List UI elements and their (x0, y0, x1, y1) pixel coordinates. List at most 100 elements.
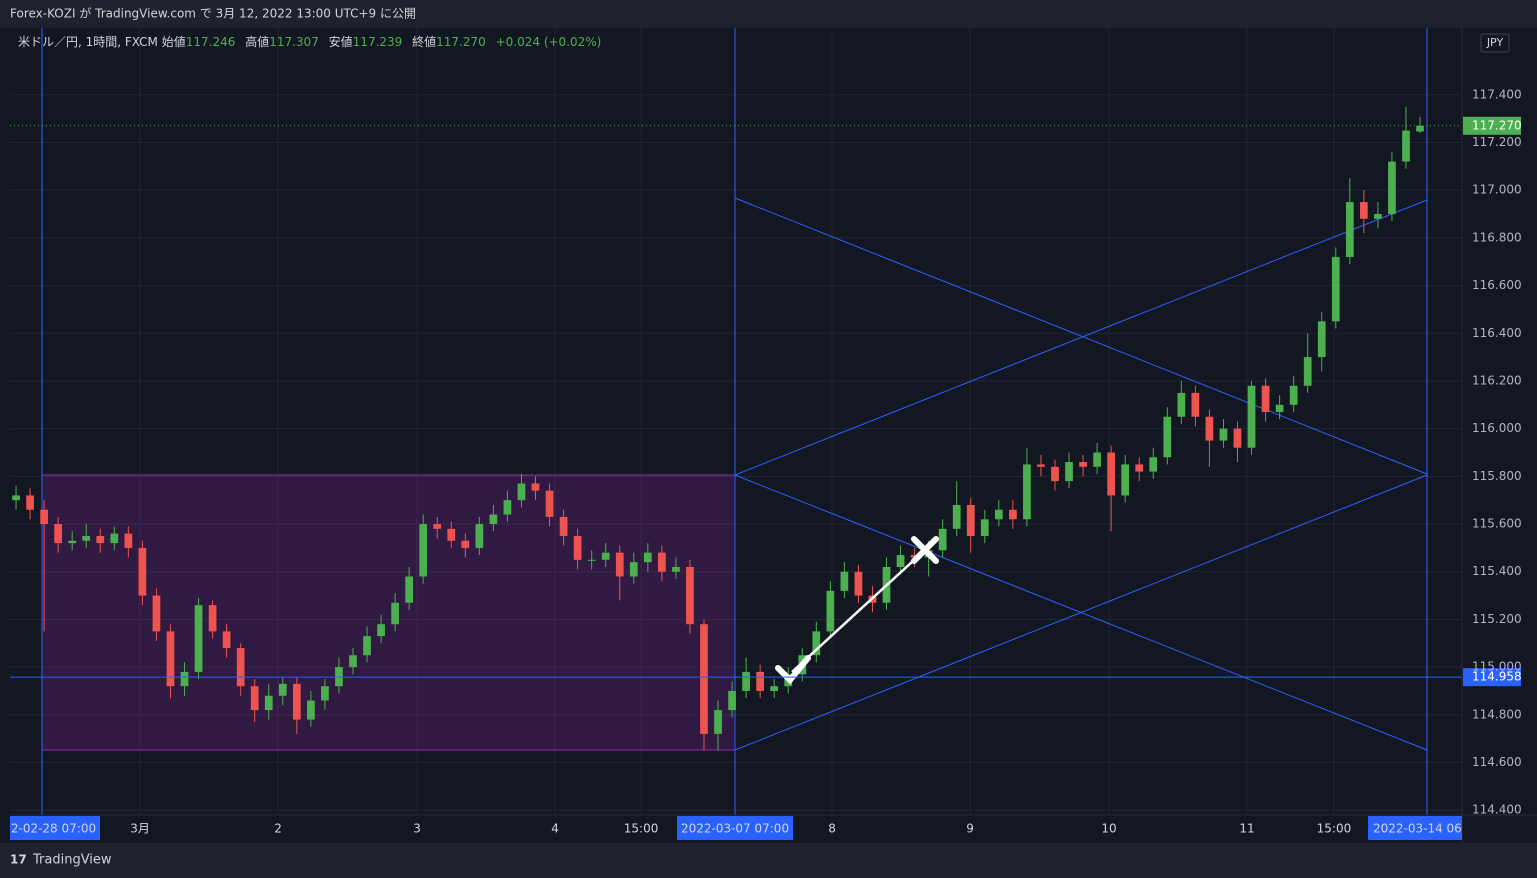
candle-body (1374, 214, 1382, 219)
price-badge (1463, 116, 1521, 135)
candle-body (82, 535, 91, 541)
x-tick-label: 15:00 (1317, 822, 1352, 836)
candle-body (1177, 392, 1186, 417)
candle-body (152, 595, 161, 632)
legend-label: 安値 (328, 35, 353, 49)
candle-body (812, 631, 821, 656)
candle-body (1331, 256, 1340, 322)
y-tick-label: 116.200 (1472, 373, 1522, 387)
candle-body (686, 566, 694, 625)
candle-body (545, 490, 554, 517)
x-tick-label: 2022-02-28 07:00 (0, 822, 96, 836)
candle-body (770, 686, 779, 691)
x-tick-label: 11 (1239, 822, 1254, 836)
candle-body (12, 495, 20, 501)
candle-body (222, 631, 231, 649)
candle-body (1233, 428, 1242, 448)
candle-body (292, 683, 301, 720)
candle-body (138, 547, 147, 596)
candle-body (714, 710, 722, 734)
candle-body (966, 504, 975, 536)
candle-body (236, 648, 245, 687)
arrow-line (791, 549, 926, 673)
price-badge-label: 117.270 (1472, 118, 1522, 132)
candle-body (1079, 462, 1087, 467)
x-tick-label: 15:00 (624, 822, 659, 836)
candle-body (278, 683, 287, 696)
candle-body (587, 559, 596, 561)
legend-label: 高値 (245, 35, 270, 49)
header-bar (0, 0, 1537, 28)
candle-body (307, 700, 315, 720)
candle-body (96, 535, 105, 544)
x-tick-label: 2022-03-07 07:00 (681, 822, 789, 836)
candle-body (1345, 202, 1354, 257)
candle-body (124, 533, 133, 548)
candle-body (643, 552, 652, 563)
candle-body (1289, 385, 1298, 405)
y-tick-label: 116.800 (1472, 230, 1522, 244)
x-tick-label: 9 (966, 822, 974, 836)
candle-body (54, 524, 63, 544)
candle-body (1023, 464, 1031, 520)
candle-body (559, 516, 568, 536)
candle-body (1205, 416, 1214, 441)
candle-body (1261, 385, 1270, 412)
candle-body (1317, 321, 1326, 358)
candle-body (405, 576, 414, 603)
check-mark (775, 655, 811, 685)
candle-body (1360, 202, 1368, 219)
candle-body (994, 509, 1003, 520)
time-highlight (1368, 816, 1462, 840)
candle-body (1149, 457, 1158, 472)
candle-body (629, 562, 638, 577)
x-tick-label: 10 (1101, 822, 1116, 836)
candle-body (194, 605, 203, 672)
candle-body (68, 540, 77, 544)
candle-body (377, 624, 385, 637)
candle-body (1163, 416, 1172, 458)
y-tick-label: 117.000 (1472, 183, 1522, 197)
candle-body (1009, 509, 1017, 520)
candle-body (1247, 385, 1256, 448)
candle-body (489, 514, 498, 525)
x-tick-label: 2022-03-14 06:00 (1373, 822, 1481, 836)
price-axis: 114.400 114.600 114.800 115.000 115.200 115.4… (1472, 87, 1522, 816)
currency-button[interactable] (1480, 33, 1510, 53)
y-tick-label: 117.400 (1472, 87, 1522, 101)
candle-body (1303, 357, 1312, 386)
candle-body (433, 524, 442, 529)
legend-value: 117.246 (185, 35, 236, 49)
candle-body (461, 540, 470, 548)
candle-body (840, 571, 849, 591)
brand-logo: 17 (10, 853, 27, 867)
candle-body (447, 528, 456, 541)
x-tick-label: 2 (274, 822, 282, 836)
candle-body (264, 695, 273, 711)
legend-label: 始値 (161, 35, 186, 49)
price-badge-label: 114.958 (1472, 670, 1522, 684)
y-tick-label: 116.000 (1472, 421, 1522, 435)
candle-body (826, 590, 835, 632)
candle-body (1135, 464, 1144, 472)
y-tick-label: 115.400 (1472, 564, 1522, 578)
y-tick-label: 117.200 (1472, 135, 1522, 149)
candle-body (40, 509, 48, 525)
levels: 114.958 117.270 (10, 116, 1522, 687)
candle-body (166, 631, 175, 687)
currency: JPY (1486, 36, 1504, 49)
y-tick-label: 116.600 (1472, 278, 1522, 292)
candle-body (531, 483, 540, 491)
legend: 米ドル／円, 1時間, FXCM 始値117.246 高値117.307 安値1… (18, 33, 607, 50)
annotations (775, 536, 939, 685)
time-highlight (10, 816, 100, 840)
y-tick-label: 114.800 (1472, 707, 1522, 721)
candle-body (1416, 125, 1424, 132)
y-tick-label: 114.400 (1472, 803, 1522, 817)
price-badge (1463, 668, 1521, 687)
candle-body (573, 535, 582, 560)
legend-value: 117.307 (269, 35, 319, 49)
candle-body (363, 636, 371, 656)
